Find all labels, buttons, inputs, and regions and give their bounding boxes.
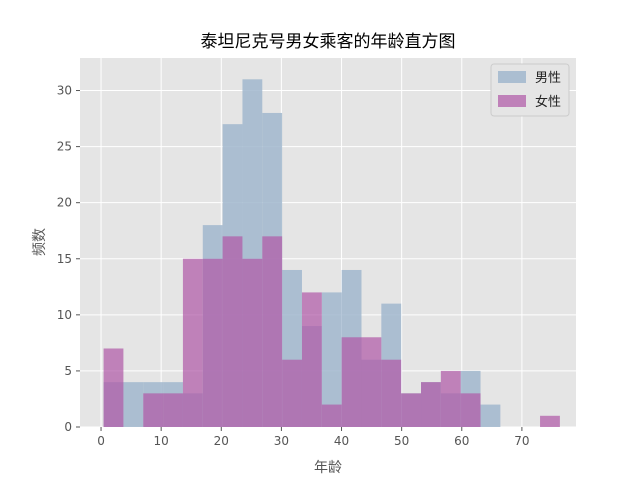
y-tick-label: 20 bbox=[57, 196, 72, 210]
histogram-bar bbox=[282, 359, 302, 427]
series-female bbox=[103, 236, 560, 427]
x-tick-label: 50 bbox=[394, 434, 409, 448]
histogram-bar bbox=[123, 382, 144, 427]
histogram-bar bbox=[321, 404, 342, 427]
histogram-bar bbox=[103, 348, 124, 427]
y-tick-label: 10 bbox=[57, 308, 72, 322]
y-axis-label: 频数 bbox=[32, 228, 48, 256]
histogram-bar bbox=[163, 393, 183, 427]
histogram-bar bbox=[421, 382, 441, 427]
x-axis-label: 年龄 bbox=[314, 460, 342, 476]
y-tick-label: 15 bbox=[57, 252, 72, 266]
x-tick-label: 70 bbox=[514, 434, 529, 448]
histogram-bar bbox=[222, 236, 243, 427]
x-tick-label: 20 bbox=[214, 434, 229, 448]
x-tick-label: 40 bbox=[334, 434, 349, 448]
histogram-bar bbox=[460, 393, 481, 427]
histogram-bar bbox=[480, 404, 501, 427]
y-tick-label: 5 bbox=[64, 364, 72, 378]
legend-swatch bbox=[498, 71, 526, 83]
bars bbox=[103, 79, 560, 428]
histogram-bar bbox=[440, 370, 461, 427]
histogram-bar bbox=[182, 258, 203, 427]
histogram-bar bbox=[381, 359, 402, 427]
legend-swatch bbox=[498, 95, 526, 107]
histogram-bar bbox=[401, 393, 422, 427]
legend-label: 女性 bbox=[535, 94, 561, 110]
x-axis: 0 10 20 30 40 50 60 70 bbox=[97, 427, 530, 448]
histogram-bar bbox=[143, 393, 164, 427]
histogram-bar bbox=[540, 415, 560, 427]
histogram-bar bbox=[321, 292, 342, 427]
histogram-bar bbox=[202, 258, 223, 427]
histogram-bar bbox=[262, 236, 283, 427]
histogram-bar bbox=[301, 292, 322, 427]
histogram-bar bbox=[361, 337, 382, 427]
y-tick-label: 30 bbox=[57, 84, 72, 98]
x-tick-label: 30 bbox=[274, 434, 289, 448]
x-tick-label: 60 bbox=[454, 434, 469, 448]
y-axis: 0 5 10 15 20 25 30 bbox=[57, 84, 80, 434]
chart-title: 泰坦尼克号男女乘客的年龄直方图 bbox=[201, 32, 456, 52]
histogram-bar bbox=[341, 337, 362, 427]
y-tick-label: 25 bbox=[57, 140, 72, 154]
y-tick-label: 0 bbox=[64, 420, 72, 434]
legend-label: 男性 bbox=[535, 71, 561, 86]
x-tick-label: 0 bbox=[97, 434, 105, 448]
histogram-bar bbox=[242, 258, 263, 427]
x-tick-label: 10 bbox=[154, 434, 169, 448]
